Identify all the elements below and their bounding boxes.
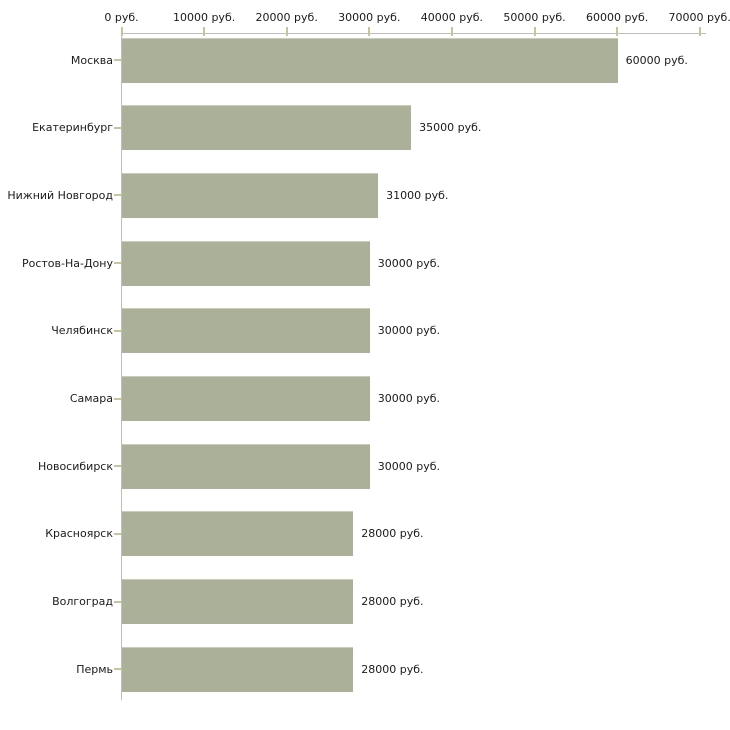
bar xyxy=(122,376,370,421)
value-label: 28000 руб. xyxy=(361,595,424,609)
value-label: 30000 руб. xyxy=(377,392,441,405)
x-tick xyxy=(120,27,123,36)
value-label: 30000 руб. xyxy=(377,324,441,338)
category-label: Самара xyxy=(69,392,113,405)
x-tick-label: 40000 руб. xyxy=(420,11,484,24)
category-tick xyxy=(114,126,121,129)
category-tick xyxy=(114,668,121,671)
category-tick xyxy=(114,329,121,332)
category-label: Екатеринбург xyxy=(32,121,113,135)
category-tick xyxy=(114,465,121,468)
x-tick xyxy=(533,27,536,36)
category-tick xyxy=(114,397,121,400)
x-tick xyxy=(368,27,371,36)
y-axis-line xyxy=(121,33,122,700)
x-tick-label: 0 руб. xyxy=(104,11,139,24)
x-axis-line xyxy=(121,33,706,34)
x-tick xyxy=(285,27,288,36)
bar xyxy=(122,646,354,692)
bar xyxy=(122,37,618,83)
value-label: 30000 руб. xyxy=(377,256,441,270)
category-label: Пермь xyxy=(76,662,113,676)
category-tick xyxy=(114,262,121,265)
bar xyxy=(122,579,354,625)
category-tick xyxy=(114,600,121,603)
category-tick xyxy=(114,532,121,535)
category-label: Волгоград xyxy=(52,595,113,609)
value-label: 31000 руб. xyxy=(386,188,449,202)
category-label: Нижний Новгород xyxy=(7,188,113,202)
bar xyxy=(122,511,354,557)
category-label: Челябинск xyxy=(51,324,113,338)
x-tick-label: 50000 руб. xyxy=(503,11,566,24)
x-tick xyxy=(698,27,701,36)
x-tick xyxy=(203,27,206,36)
category-tick xyxy=(114,59,121,61)
category-label: Красноярск xyxy=(45,527,113,541)
value-label: 28000 руб. xyxy=(361,662,424,676)
bar xyxy=(122,240,370,286)
category-label: Москва xyxy=(70,53,113,67)
bar xyxy=(122,308,370,354)
x-tick xyxy=(616,27,619,36)
x-tick-label: 70000 руб. xyxy=(668,11,730,24)
value-label: 60000 руб. xyxy=(625,53,688,67)
x-tick xyxy=(450,27,453,36)
x-tick-label: 10000 руб. xyxy=(172,11,236,24)
category-label: Новосибирск xyxy=(37,459,113,473)
value-label: 35000 руб. xyxy=(419,121,482,135)
x-tick-label: 20000 руб. xyxy=(255,11,318,24)
x-tick-label: 30000 руб. xyxy=(338,11,401,24)
category-label: Ростов-На-Дону xyxy=(21,256,113,270)
value-label: 28000 руб. xyxy=(361,527,424,541)
category-tick xyxy=(114,194,121,197)
value-label: 30000 руб. xyxy=(377,459,441,473)
x-tick-label: 60000 руб. xyxy=(585,11,649,24)
bar xyxy=(122,172,379,218)
bar xyxy=(122,105,412,151)
bar xyxy=(122,443,370,489)
